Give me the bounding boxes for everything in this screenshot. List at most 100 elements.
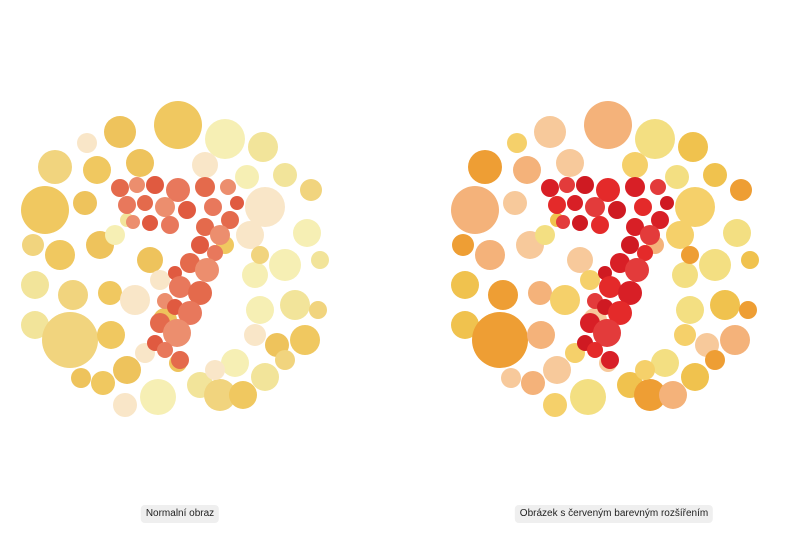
- background-dot: [275, 350, 295, 370]
- digit-dot: [178, 201, 196, 219]
- background-dot: [91, 371, 115, 395]
- background-dot: [503, 191, 527, 215]
- digit-dot: [137, 195, 153, 211]
- background-dot: [71, 368, 91, 388]
- digit-dot: [626, 218, 644, 236]
- digit-dot: [651, 211, 669, 229]
- background-dot: [666, 221, 694, 249]
- background-dot: [22, 234, 44, 256]
- digit-dot: [548, 196, 566, 214]
- ishihara-plate-red-enhanced-dots: [451, 101, 759, 417]
- background-dot: [290, 325, 320, 355]
- background-dot: [21, 271, 49, 299]
- background-dot: [236, 221, 264, 249]
- background-dot: [205, 360, 225, 380]
- digit-dot: [591, 216, 609, 234]
- background-dot: [634, 379, 666, 411]
- background-dot: [699, 249, 731, 281]
- background-dot: [678, 132, 708, 162]
- digit-dot: [178, 301, 202, 325]
- digit-dot: [599, 276, 621, 298]
- digit-dot: [634, 198, 652, 216]
- background-dot: [451, 311, 479, 339]
- digit-dot: [621, 236, 639, 254]
- background-dot: [681, 363, 709, 391]
- digit-dot: [640, 225, 660, 245]
- digit-dot: [157, 342, 173, 358]
- background-dot: [468, 150, 502, 184]
- background-dot: [534, 116, 566, 148]
- background-dot: [245, 187, 285, 227]
- digit-dot: [163, 319, 191, 347]
- background-dot: [570, 379, 606, 415]
- background-dot: [543, 393, 567, 417]
- background-dot: [45, 240, 75, 270]
- digit-dot: [169, 276, 191, 298]
- background-dot: [635, 119, 675, 159]
- digit-dot: [625, 177, 645, 197]
- ishihara-plate-normal-dots: [21, 101, 329, 417]
- digit-dot: [221, 211, 239, 229]
- digit-dot: [161, 216, 179, 234]
- background-dot: [705, 350, 725, 370]
- digit-dot: [126, 215, 140, 229]
- background-dot: [488, 280, 518, 310]
- background-dot: [21, 186, 69, 234]
- ishihara-plate-red-enhanced: [445, 95, 775, 425]
- background-dot: [97, 321, 125, 349]
- digit-dot: [567, 195, 583, 211]
- background-dot: [513, 156, 541, 184]
- digit-dot: [593, 319, 621, 347]
- background-dot: [543, 356, 571, 384]
- digit-dot: [129, 177, 145, 193]
- digit-dot: [556, 215, 570, 229]
- digit-dot: [601, 351, 619, 369]
- background-dot: [311, 251, 329, 269]
- digit-dot: [210, 225, 230, 245]
- digit-dot: [146, 176, 164, 194]
- digit-dot: [587, 342, 603, 358]
- digit-dot: [660, 196, 674, 210]
- background-dot: [507, 133, 527, 153]
- background-dot: [293, 219, 321, 247]
- digit-dot: [608, 201, 626, 219]
- digit-dot: [207, 245, 223, 261]
- digit-dot: [196, 218, 214, 236]
- background-dot: [205, 119, 245, 159]
- background-dot: [126, 149, 154, 177]
- background-dot: [622, 152, 648, 178]
- digit-dot: [171, 351, 189, 369]
- digit-dot: [155, 197, 175, 217]
- background-dot: [521, 371, 545, 395]
- background-dot: [204, 379, 236, 411]
- digit-dot: [204, 198, 222, 216]
- background-dot: [550, 285, 580, 315]
- background-dot: [720, 325, 750, 355]
- background-dot: [723, 219, 751, 247]
- digit-dot: [596, 178, 620, 202]
- background-dot: [580, 270, 600, 290]
- digit-dot: [610, 253, 630, 273]
- background-dot: [229, 381, 257, 409]
- digit-dot: [111, 179, 129, 197]
- background-dot: [675, 187, 715, 227]
- background-dot: [535, 225, 555, 245]
- background-dot: [651, 349, 679, 377]
- background-dot: [242, 262, 268, 288]
- background-dot: [140, 379, 176, 415]
- background-dot: [42, 312, 98, 368]
- digit-dot: [637, 245, 653, 261]
- background-dot: [681, 246, 699, 264]
- background-dot: [246, 296, 274, 324]
- background-dot: [113, 393, 137, 417]
- digit-dot: [559, 177, 575, 193]
- background-dot: [77, 133, 97, 153]
- background-dot: [120, 285, 150, 315]
- digit-dot: [230, 196, 244, 210]
- background-dot: [703, 163, 727, 187]
- digit-dot: [118, 196, 136, 214]
- background-dot: [730, 179, 752, 201]
- background-dot: [269, 249, 301, 281]
- background-dot: [192, 152, 218, 178]
- background-dot: [584, 101, 632, 149]
